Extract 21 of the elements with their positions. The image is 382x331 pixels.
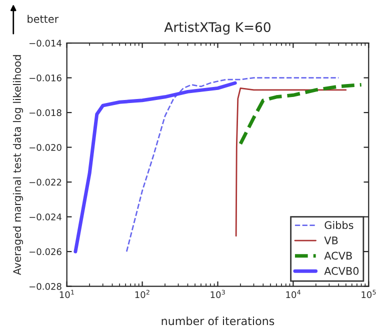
x-tick-label: 10$^{2}$ <box>135 290 150 298</box>
x-tick-label: 10$^{5}$ <box>362 290 376 298</box>
y-tick-label: −0.016 <box>30 74 62 82</box>
legend-label: Gibbs <box>324 220 354 230</box>
y-tick-label: −0.028 <box>30 283 62 290</box>
x-tick-label: 10$^{3}$ <box>210 290 225 298</box>
y-tick-label: −0.018 <box>30 109 62 116</box>
y-tick-label: −0.026 <box>30 248 62 256</box>
chart-title: ArtistXTag K=60 <box>164 22 270 35</box>
y-tick-label: −0.020 <box>30 144 62 151</box>
legend-label: ACVB <box>324 252 352 260</box>
y-tick-label: −0.014 <box>30 40 62 47</box>
x-axis-title: number of iterations <box>162 316 274 326</box>
x-tick-label: 10$^{4}$ <box>286 290 300 298</box>
text: better <box>28 14 59 23</box>
y-axis-title: Averaged marginal test data log likelihood <box>12 55 24 276</box>
legend-label: ACVB0 <box>324 267 359 275</box>
y-tick-label: −0.022 <box>30 178 62 186</box>
y-tick-label: −0.024 <box>30 214 62 220</box>
legend-label: VB <box>324 236 338 244</box>
x-tick-label: 10$^{1}$ <box>60 290 74 298</box>
